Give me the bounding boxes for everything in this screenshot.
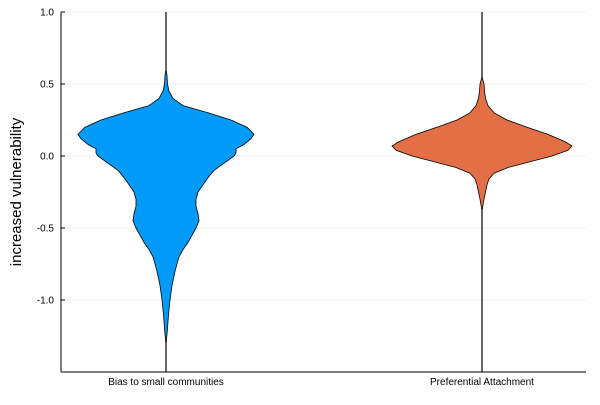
y-tick-label: -0.5 <box>37 224 55 235</box>
y-tick-label: 0.0 <box>40 152 54 163</box>
violin-body <box>391 76 573 212</box>
x-ticks: Bias to small communities Preferential At… <box>108 368 534 388</box>
y-tick-label: 1.0 <box>40 8 54 19</box>
y-ticks: 1.0 0.5 0.0 -0.5 -1.0 <box>37 8 65 307</box>
y-axis-label: increased vulnerability <box>8 117 25 266</box>
y-tick-label: 0.5 <box>40 80 54 91</box>
x-tick-label: Bias to small communities <box>108 377 224 388</box>
violin-body <box>77 69 255 346</box>
axes <box>60 12 586 373</box>
violins <box>77 12 573 372</box>
x-tick-label: Preferential Attachment <box>430 377 534 388</box>
y-tick-label: -1.0 <box>37 296 55 307</box>
